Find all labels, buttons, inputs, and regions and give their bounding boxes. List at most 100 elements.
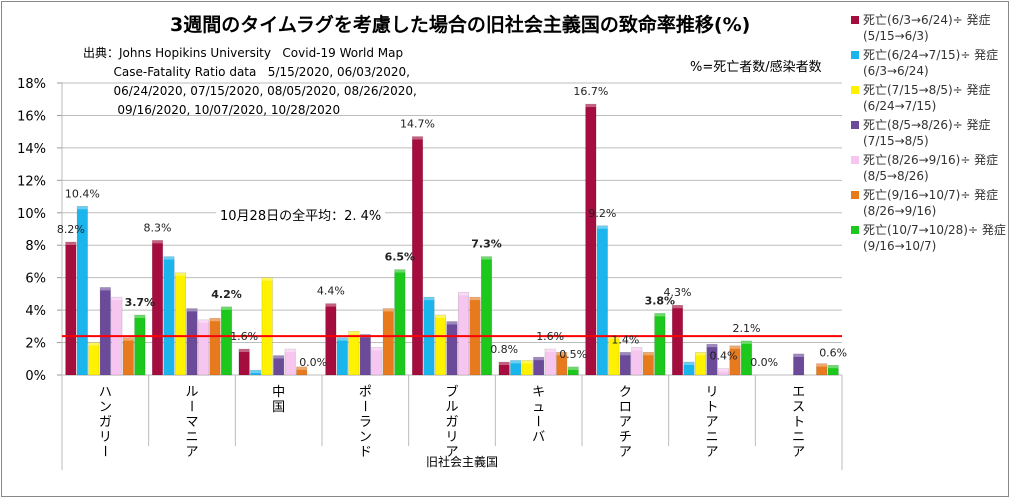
bar-bevel bbox=[198, 319, 209, 323]
bar bbox=[642, 351, 654, 376]
category-label-char: マ bbox=[185, 415, 198, 430]
data-label: 8.3% bbox=[144, 221, 172, 234]
bar-bevel bbox=[556, 352, 567, 356]
bar-bevel bbox=[88, 342, 100, 346]
bar bbox=[99, 287, 111, 376]
bar-bevel bbox=[729, 345, 741, 349]
bar bbox=[596, 225, 608, 376]
category-label-char: ル bbox=[185, 385, 198, 400]
category-label-char: ブ bbox=[445, 384, 458, 400]
bar-bevel bbox=[111, 297, 123, 301]
legend-swatch bbox=[851, 51, 859, 59]
category-label-char: リ bbox=[99, 430, 112, 445]
bar-bevel bbox=[261, 277, 273, 281]
bar bbox=[197, 319, 210, 376]
bar bbox=[371, 347, 383, 376]
data-label: 1.4% bbox=[611, 333, 639, 346]
legend-swatch bbox=[851, 191, 859, 199]
category-label-char: 国 bbox=[272, 400, 285, 415]
bar bbox=[151, 240, 164, 376]
legend-item: 死亡(10/7→10/28)÷ 発症 (9/16→10/7) bbox=[850, 222, 1010, 254]
data-label: 4.4% bbox=[317, 285, 345, 298]
bar bbox=[174, 272, 187, 376]
legend-swatch bbox=[851, 226, 859, 234]
category-label-char: ニ bbox=[185, 430, 198, 445]
bar-bevel bbox=[273, 355, 284, 359]
bar-bevel bbox=[706, 344, 718, 348]
category-label-char: ア bbox=[185, 445, 198, 460]
bar-bevel bbox=[544, 349, 556, 353]
legend-swatch bbox=[851, 86, 859, 94]
legend-label-sub: (7/15→8/5) bbox=[863, 134, 929, 148]
bar-bevel bbox=[481, 256, 492, 260]
legend-item: 死亡(7/15→8/5)÷ 発症 (6/24→7/15) bbox=[850, 82, 1010, 114]
y-axis: 0% 2% 4% 6% 8% 10% 12% 14% 16% 18% bbox=[17, 77, 63, 470]
category-label-char: ク bbox=[619, 385, 632, 400]
bars bbox=[65, 103, 839, 376]
category-label-char: リ bbox=[445, 430, 458, 445]
bar-bevel bbox=[209, 318, 221, 322]
bar bbox=[585, 103, 597, 376]
bar-bevel bbox=[423, 297, 435, 301]
bar-bevel bbox=[325, 303, 337, 307]
bar-bevel bbox=[683, 362, 695, 366]
category-label-char: ア bbox=[445, 445, 458, 460]
bar bbox=[556, 351, 568, 376]
legend-label: 死亡(6/3→6/24)÷ 発症 bbox=[863, 13, 991, 27]
y-tick-label: 10% bbox=[17, 207, 46, 222]
y-tick-label: 18% bbox=[17, 77, 46, 92]
bar-bevel bbox=[718, 368, 729, 372]
bar bbox=[671, 304, 684, 376]
legend-swatch bbox=[851, 16, 859, 24]
legend-item: 死亡(8/26→9/16)÷ 発症 (8/5→8/26) bbox=[850, 152, 1010, 184]
legend-item: 死亡(9/16→10/7)÷ 発症 (8/26→9/16) bbox=[850, 187, 1010, 219]
data-label: 0.4% bbox=[710, 350, 738, 363]
legend-label: 死亡(8/26→9/16)÷ 発症 bbox=[863, 153, 999, 167]
category-label-char: ア bbox=[619, 415, 632, 430]
bar-bevel bbox=[631, 347, 643, 351]
data-label: 0.0% bbox=[299, 356, 327, 369]
category-label-char: ン bbox=[359, 430, 372, 445]
bar-bevel bbox=[435, 314, 446, 318]
bar-bevel bbox=[458, 292, 469, 296]
bar bbox=[336, 337, 348, 376]
bar bbox=[250, 369, 262, 376]
category-label-char: エ bbox=[792, 385, 805, 400]
bar-bevel bbox=[510, 360, 521, 364]
y-tick-label: 4% bbox=[25, 304, 46, 319]
legend-label: 死亡(6/24→7/15)÷ 発症 bbox=[863, 48, 999, 62]
bar-bevel bbox=[296, 366, 307, 370]
bar bbox=[261, 277, 273, 376]
bar bbox=[480, 256, 493, 376]
category-label-char: ン bbox=[99, 400, 112, 415]
data-label: 2.1% bbox=[733, 322, 761, 335]
category-label-char: ニ bbox=[705, 430, 718, 445]
bar-bevel bbox=[100, 287, 111, 291]
legend-item: 死亡(6/24→7/15)÷ 発症 (6/3→6/24) bbox=[850, 47, 1010, 79]
bar bbox=[729, 345, 741, 376]
bar-bevel bbox=[672, 305, 683, 309]
bar-bevel bbox=[597, 225, 608, 229]
bar bbox=[567, 366, 579, 376]
bar-bevel bbox=[250, 370, 261, 374]
bar-bevel bbox=[533, 357, 544, 361]
data-label: 3.8% bbox=[645, 294, 676, 307]
category-label-char: ハ bbox=[99, 385, 112, 400]
bar bbox=[359, 334, 371, 376]
bar-bevel bbox=[238, 349, 250, 353]
bar bbox=[273, 355, 285, 376]
bar-bevel bbox=[383, 308, 394, 312]
legend-label-sub: (8/5→8/26) bbox=[863, 169, 929, 183]
category-label-char: ア bbox=[792, 445, 805, 460]
bar-bevel bbox=[816, 363, 827, 367]
data-label: 1.6% bbox=[536, 330, 564, 343]
category-label-char: ー bbox=[96, 444, 111, 457]
formula-note: %=死亡者数/感染者数 bbox=[690, 60, 822, 75]
data-label: 0.8% bbox=[490, 343, 518, 356]
